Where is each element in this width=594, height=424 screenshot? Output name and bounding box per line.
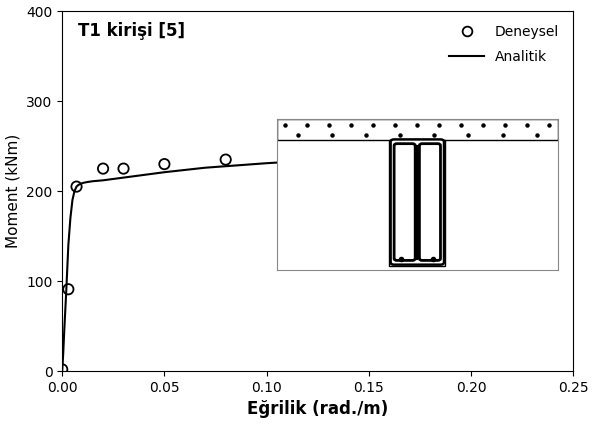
Point bbox=[64, 286, 73, 293]
Point bbox=[405, 151, 415, 158]
X-axis label: Eğrilik (rad./m): Eğrilik (rad./m) bbox=[247, 400, 388, 418]
Point bbox=[221, 156, 230, 163]
Text: T1 kirişi [5]: T1 kirişi [5] bbox=[78, 22, 185, 40]
Y-axis label: Moment (kNm): Moment (kNm) bbox=[5, 134, 21, 248]
Point bbox=[119, 165, 128, 172]
Point bbox=[58, 366, 67, 373]
Point bbox=[303, 153, 312, 160]
Point bbox=[160, 161, 169, 167]
Point bbox=[384, 152, 394, 159]
Point bbox=[99, 165, 108, 172]
Legend: Deneysel, Analitik: Deneysel, Analitik bbox=[442, 18, 566, 71]
Point bbox=[72, 183, 81, 190]
